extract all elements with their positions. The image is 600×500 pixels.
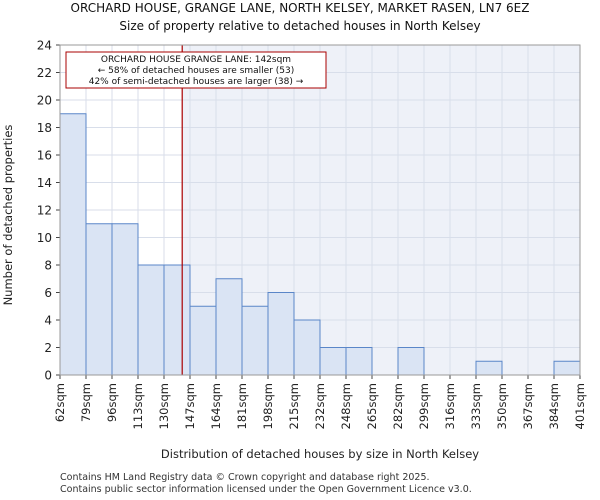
x-tick-label: 96sqm: [105, 383, 119, 422]
bar-215sqm: [293, 319, 321, 376]
y-tick-label: 16: [37, 149, 52, 163]
y-tick-label: 14: [37, 176, 52, 190]
x-tick-label: 299sqm: [417, 383, 431, 429]
x-tick-label: 181sqm: [235, 383, 249, 429]
x-tick-label: 232sqm: [313, 383, 327, 429]
bar-164sqm: [215, 278, 243, 376]
chart-subtitle: Size of property relative to detached ho…: [119, 19, 480, 33]
footer-line-1: Contains HM Land Registry data © Crown c…: [60, 472, 430, 483]
x-tick-label: 215sqm: [287, 383, 301, 429]
y-tick-label: 0: [44, 369, 52, 383]
x-tick-label: 333sqm: [469, 383, 483, 429]
x-tick-label: 130sqm: [157, 383, 171, 429]
y-tick-label: 20: [37, 94, 52, 108]
x-tick-label: 350sqm: [495, 383, 509, 429]
y-tick-label: 12: [37, 204, 52, 218]
bar-282sqm: [397, 347, 425, 376]
bar-384sqm: [553, 360, 581, 376]
y-tick-label: 8: [44, 259, 52, 273]
bar-232sqm: [319, 347, 347, 376]
plot-frame: [59, 44, 581, 376]
annotation-box: ORCHARD HOUSE GRANGE LANE: 142sqm ← 58% …: [65, 51, 327, 89]
y-tick-label: 22: [37, 66, 52, 80]
x-tick-label: 147sqm: [183, 383, 197, 429]
bar-147sqm: [189, 305, 217, 376]
chart-title: ORCHARD HOUSE, GRANGE LANE, NORTH KELSEY…: [71, 1, 530, 15]
x-tick-label: 164sqm: [209, 383, 223, 429]
x-tick-label: 113sqm: [131, 383, 145, 429]
x-tick-label: 79sqm: [79, 383, 93, 422]
y-tick-label: 24: [37, 39, 52, 53]
bar-113sqm: [137, 264, 165, 376]
y-tick-label: 2: [44, 341, 52, 355]
x-tick-label: 367sqm: [521, 383, 535, 429]
bar-181sqm: [241, 305, 269, 376]
bar-198sqm: [267, 292, 295, 376]
x-axis-ticks: 62sqm 79sqm 96sqm 113sqm 130sqm 147sqm 164sqm 1…: [53, 375, 587, 429]
bar-333sqm: [475, 360, 503, 376]
bar-130sqm: [163, 264, 191, 376]
bar-79sqm: [85, 223, 113, 376]
bars: [59, 113, 581, 376]
x-tick-label: 265sqm: [365, 383, 379, 429]
x-tick-label: 62sqm: [53, 383, 67, 422]
x-tick-label: 248sqm: [339, 383, 353, 429]
bar-62sqm: [59, 113, 87, 376]
x-tick-label: 384sqm: [547, 383, 561, 429]
y-tick-label: 18: [37, 121, 52, 135]
annotation-line-2: ← 58% of detached houses are smaller (53…: [98, 66, 295, 76]
bar-248sqm: [345, 347, 373, 376]
annotation-frame: [65, 51, 327, 89]
footer-line-2: Contains public sector information licen…: [60, 484, 472, 495]
y-tick-label: 6: [44, 286, 52, 300]
x-tick-label: 282sqm: [391, 383, 405, 429]
annotation-line-1: ORCHARD HOUSE GRANGE LANE: 142sqm: [101, 55, 291, 65]
annotation-line-3: 42% of semi-detached houses are larger (…: [89, 77, 304, 87]
x-tick-label: 198sqm: [261, 383, 275, 429]
bar-96sqm: [111, 223, 139, 376]
x-axis-label: Distribution of detached houses by size …: [161, 447, 479, 461]
y-axis-label: Number of detached properties: [1, 125, 15, 306]
x-tick-label: 316sqm: [443, 383, 457, 429]
y-tick-label: 10: [37, 231, 52, 245]
y-tick-label: 4: [44, 314, 52, 328]
x-tick-label: 401sqm: [573, 383, 587, 429]
